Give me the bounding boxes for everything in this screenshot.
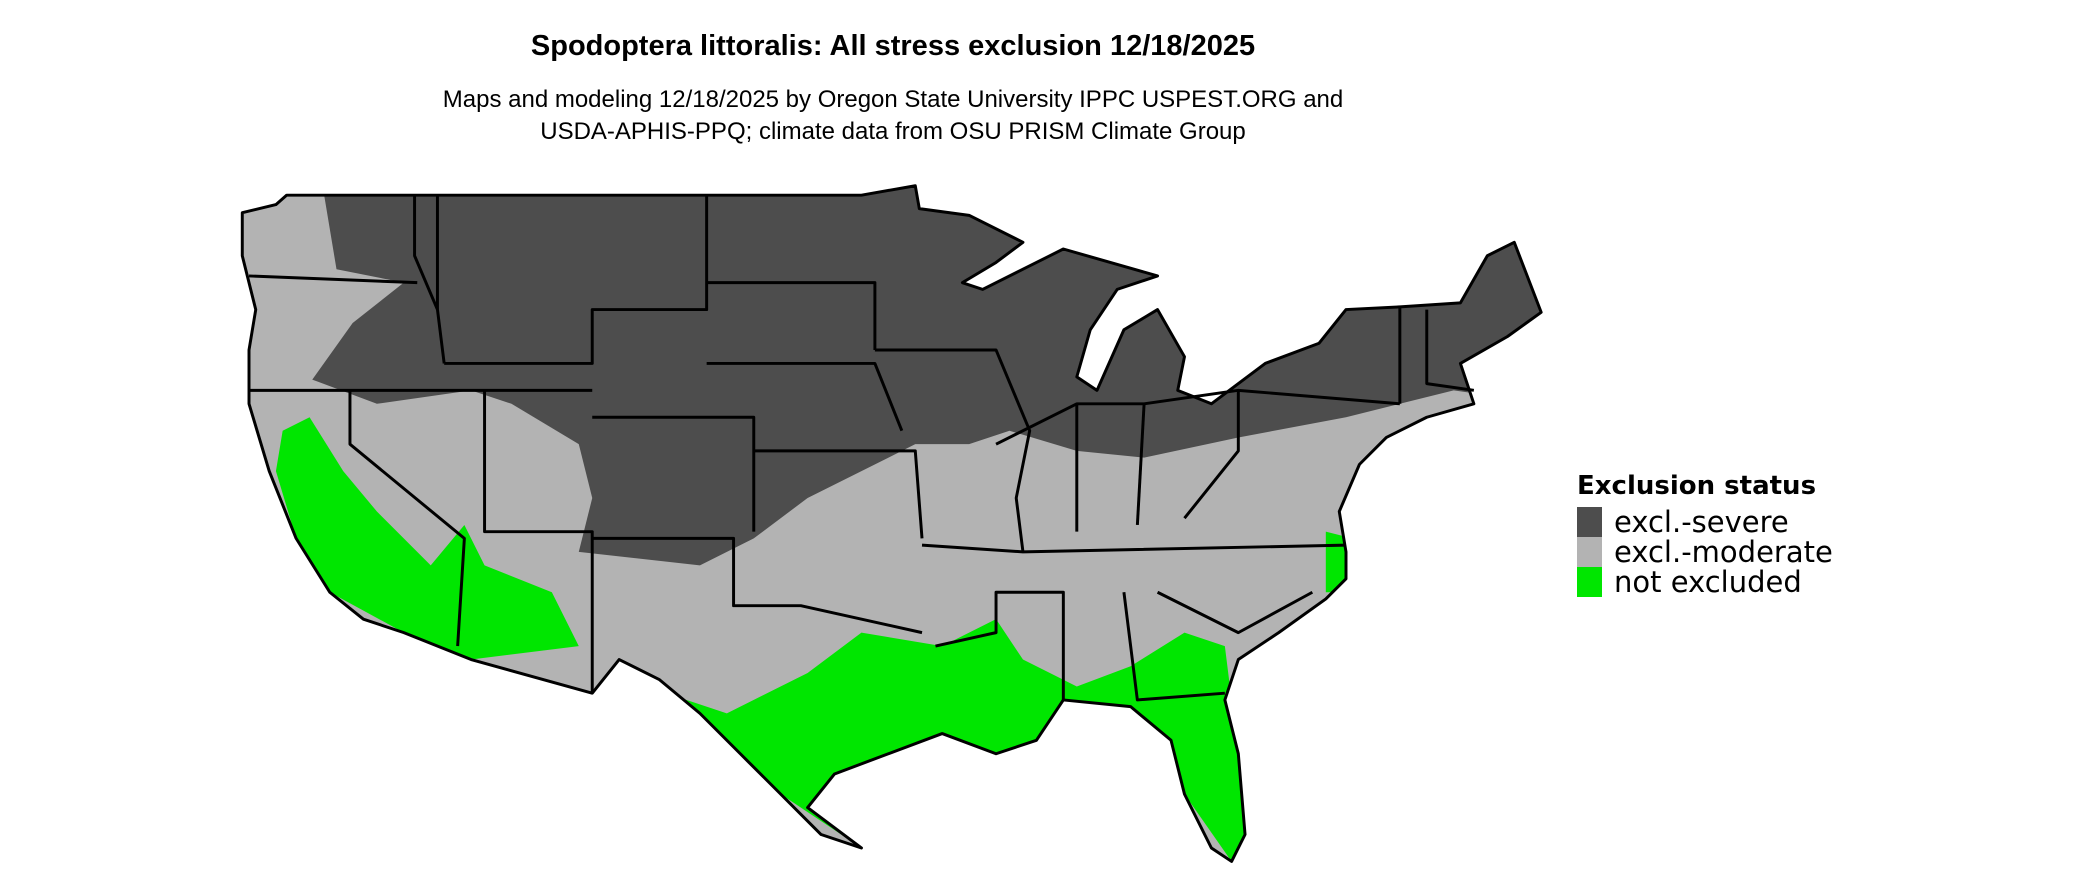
legend: Exclusion status excl.-severe excl.-mode… [1577,471,1833,599]
map-title: Spodoptera littoralis: All stress exclus… [531,30,1255,62]
legend-swatch-not-excluded [1577,567,1602,597]
legend-label-severe: excl.-severe [1614,505,1789,539]
legend-label-moderate: excl.-moderate [1614,535,1833,569]
legend-swatch-moderate [1577,537,1602,567]
zone-not-excluded-southwest [275,417,579,660]
subtitle-line-1: Maps and modeling 12/18/2025 by Oregon S… [443,86,1343,113]
legend-title: Exclusion status [1577,471,1816,501]
legend-label-not-excluded: not excluded [1614,565,1802,599]
zone-not-excluded-nc-coast [1325,531,1353,593]
subtitle-line-2: USDA-APHIS-PPQ; climate data from OSU PR… [540,118,1246,145]
legend-swatch-severe [1577,507,1602,537]
us-map [240,184,1543,863]
state-borders [248,195,1475,702]
zone-not-excluded-gulf [646,619,1246,862]
